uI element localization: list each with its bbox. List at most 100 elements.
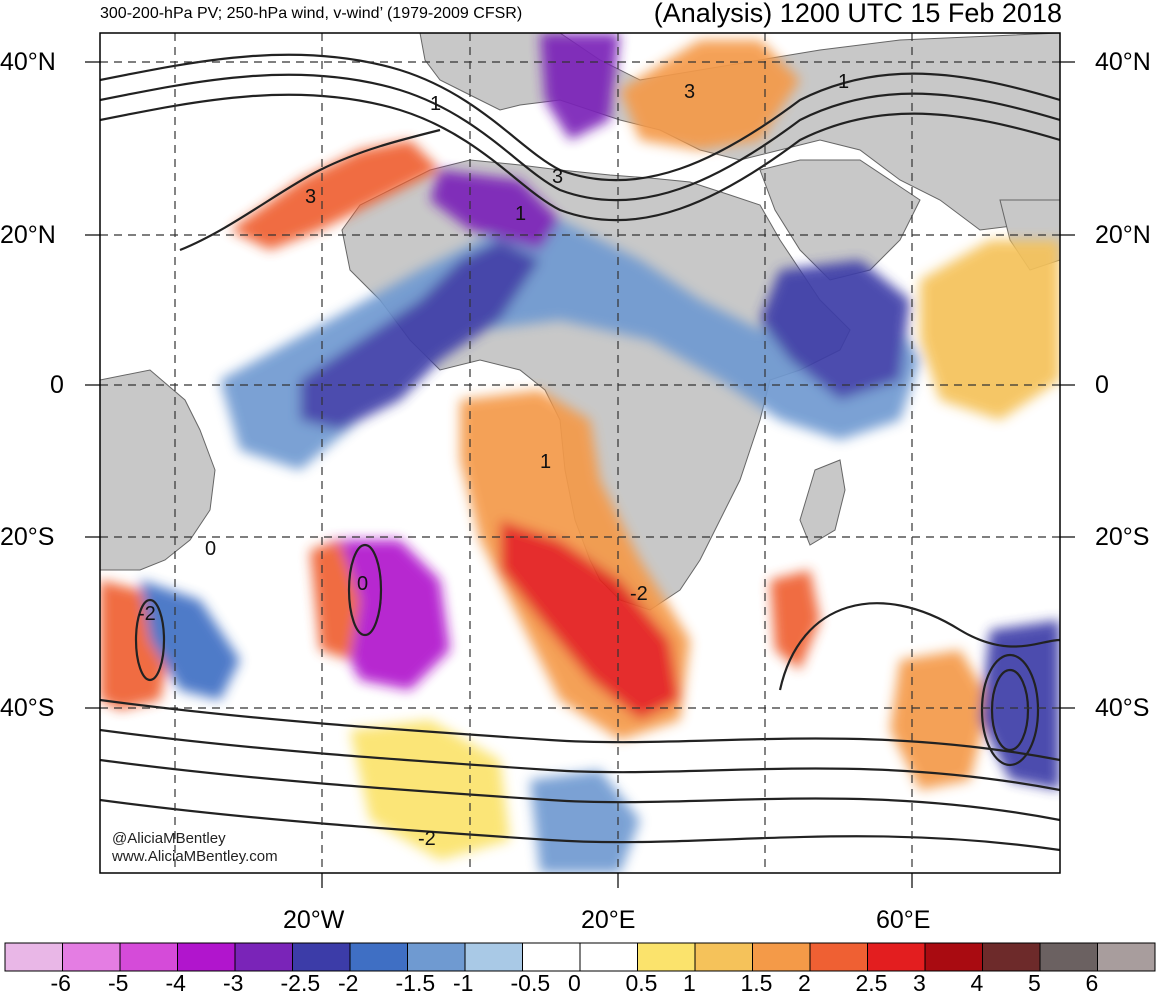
contour-label: 1 bbox=[540, 451, 551, 473]
pv-contour-south-4 bbox=[100, 798, 1060, 852]
lat-label-40n-left: 40°N bbox=[0, 48, 56, 76]
pv-contour-south-3 bbox=[100, 758, 1060, 822]
lon-label-20w: 20°W bbox=[283, 906, 345, 934]
legend-label: -1 bbox=[453, 970, 474, 996]
lat-label-20n-right: 20°N bbox=[1095, 221, 1151, 249]
anomaly-pos-arabian-sea bbox=[920, 240, 1060, 420]
contour-label: 1 bbox=[838, 71, 849, 93]
lat-label-40n-right: 40°N bbox=[1095, 48, 1151, 76]
lat-label-20s-left: 20°S bbox=[0, 523, 55, 551]
legend-swatch bbox=[1039, 942, 1098, 972]
anomaly-neg-southern-ocean bbox=[530, 770, 640, 873]
anomaly-neg-south-indian bbox=[980, 620, 1060, 790]
legend-swatch bbox=[809, 942, 868, 972]
legend-label: 6 bbox=[1085, 970, 1099, 996]
anomaly-neg-indian-ocean bbox=[760, 260, 910, 400]
pv-contours bbox=[100, 53, 1060, 852]
legend-label: 5 bbox=[1028, 970, 1041, 996]
anomaly-pos-agulhas bbox=[770, 570, 820, 670]
legend-label: -2.5 bbox=[280, 970, 321, 996]
legend-label: 3 bbox=[913, 970, 926, 996]
legend-swatch bbox=[522, 942, 581, 972]
contour-label: 0 bbox=[357, 573, 368, 595]
legend-label: 1.5 bbox=[740, 970, 773, 996]
legend-label: -6 bbox=[50, 970, 71, 996]
anomaly-pos-south-indian bbox=[890, 650, 990, 790]
map-subtitle: 300-200-hPa PV; 250-hPa wind, v-wind’ (1… bbox=[100, 5, 523, 22]
pv-contour-north-1 bbox=[100, 53, 1060, 182]
contour-label: -2 bbox=[630, 583, 648, 605]
lat-label-20n-left: 20°N bbox=[0, 221, 56, 249]
legend-label: 4 bbox=[970, 970, 984, 996]
contour-label: 3 bbox=[305, 186, 316, 208]
pv-contour-north-2 bbox=[100, 73, 1060, 202]
axis-ticks bbox=[85, 61, 1075, 888]
legend-label: 2 bbox=[798, 970, 811, 996]
legend-label: -4 bbox=[165, 970, 186, 996]
contour-label: 3 bbox=[684, 81, 695, 103]
contour-label: 1 bbox=[430, 93, 441, 115]
legend-label: -3 bbox=[223, 970, 244, 996]
color-legend bbox=[4, 942, 1156, 972]
pv-ring-south-indian bbox=[990, 668, 1030, 752]
lat-label-eq-right: 0 bbox=[1095, 371, 1109, 399]
legend-swatch bbox=[177, 942, 236, 972]
legend-swatch bbox=[579, 942, 638, 972]
legend-swatch bbox=[62, 942, 121, 972]
legend-label: -5 bbox=[108, 970, 129, 996]
lat-label-20s-right: 20°S bbox=[1095, 523, 1150, 551]
map-title: (Analysis) 1200 UTC 15 Feb 2018 bbox=[653, 0, 1062, 28]
legend-swatch bbox=[752, 942, 811, 972]
legend-swatch bbox=[349, 942, 408, 972]
legend-label: -2 bbox=[338, 970, 359, 996]
anomaly-pos-arabia bbox=[620, 40, 800, 150]
anomaly-neg-southwest bbox=[140, 580, 240, 700]
contour-label: 1 bbox=[515, 203, 526, 225]
legend-swatch bbox=[4, 942, 63, 972]
anomaly-pos-south-atlantic-jet bbox=[500, 520, 680, 720]
contour-label: -2 bbox=[418, 828, 436, 850]
legend-swatch bbox=[234, 942, 293, 972]
legend-label: -0.5 bbox=[510, 970, 551, 996]
pv-contour-south-indian-loop bbox=[778, 602, 1060, 691]
pv-contour-north-3 bbox=[100, 93, 1060, 222]
pv-contour-south-1 bbox=[100, 698, 1060, 762]
lat-label-eq-left: 0 bbox=[50, 371, 64, 399]
legend-swatch bbox=[867, 942, 926, 972]
anomaly-neg-west-africa bbox=[300, 240, 540, 430]
contour-label: 0 bbox=[205, 538, 216, 560]
anomaly-neg-north-africa bbox=[430, 170, 560, 250]
legend-swatch bbox=[637, 942, 696, 972]
legend-swatch bbox=[982, 942, 1041, 972]
pv-cutoff-low-south-atlantic bbox=[347, 543, 383, 637]
legend-label: 0 bbox=[568, 970, 581, 996]
lat-label-40s-right: 40°S bbox=[1095, 694, 1150, 722]
legend-swatch bbox=[464, 942, 523, 972]
lon-label-20e: 20°E bbox=[581, 906, 636, 934]
credit-handle: @AliciaMBentley bbox=[112, 830, 226, 847]
south-america-landmass bbox=[100, 369, 216, 571]
legend-swatch bbox=[407, 942, 466, 972]
legend-swatch bbox=[924, 942, 983, 972]
legend-label: 1 bbox=[683, 970, 696, 996]
pv-contour-south-2 bbox=[100, 728, 1060, 792]
legend-swatch bbox=[694, 942, 753, 972]
credit-website: www.AliciaMBentley.com bbox=[112, 848, 278, 865]
pv-cutoff-low-south-indian bbox=[980, 653, 1040, 767]
lat-lon-grid bbox=[100, 33, 1060, 873]
legend-label: 0.5 bbox=[625, 970, 658, 996]
madagascar-landmass bbox=[799, 459, 846, 546]
anomaly-neg-south-atlantic bbox=[330, 540, 450, 690]
legend-label: 2.5 bbox=[855, 970, 888, 996]
anomaly-neg-mediterranean bbox=[540, 33, 620, 140]
map-frame bbox=[99, 32, 1061, 874]
contour-label: -2 bbox=[138, 603, 156, 625]
legend-label: -1.5 bbox=[395, 970, 436, 996]
pv-cutoff-low-southwest bbox=[134, 598, 166, 682]
legend-swatch bbox=[1097, 942, 1156, 972]
legend-swatch bbox=[119, 942, 178, 972]
lat-label-40s-left: 40°S bbox=[0, 694, 55, 722]
arabia-landmass bbox=[759, 159, 921, 281]
anomaly-pos-sahara bbox=[230, 140, 440, 250]
